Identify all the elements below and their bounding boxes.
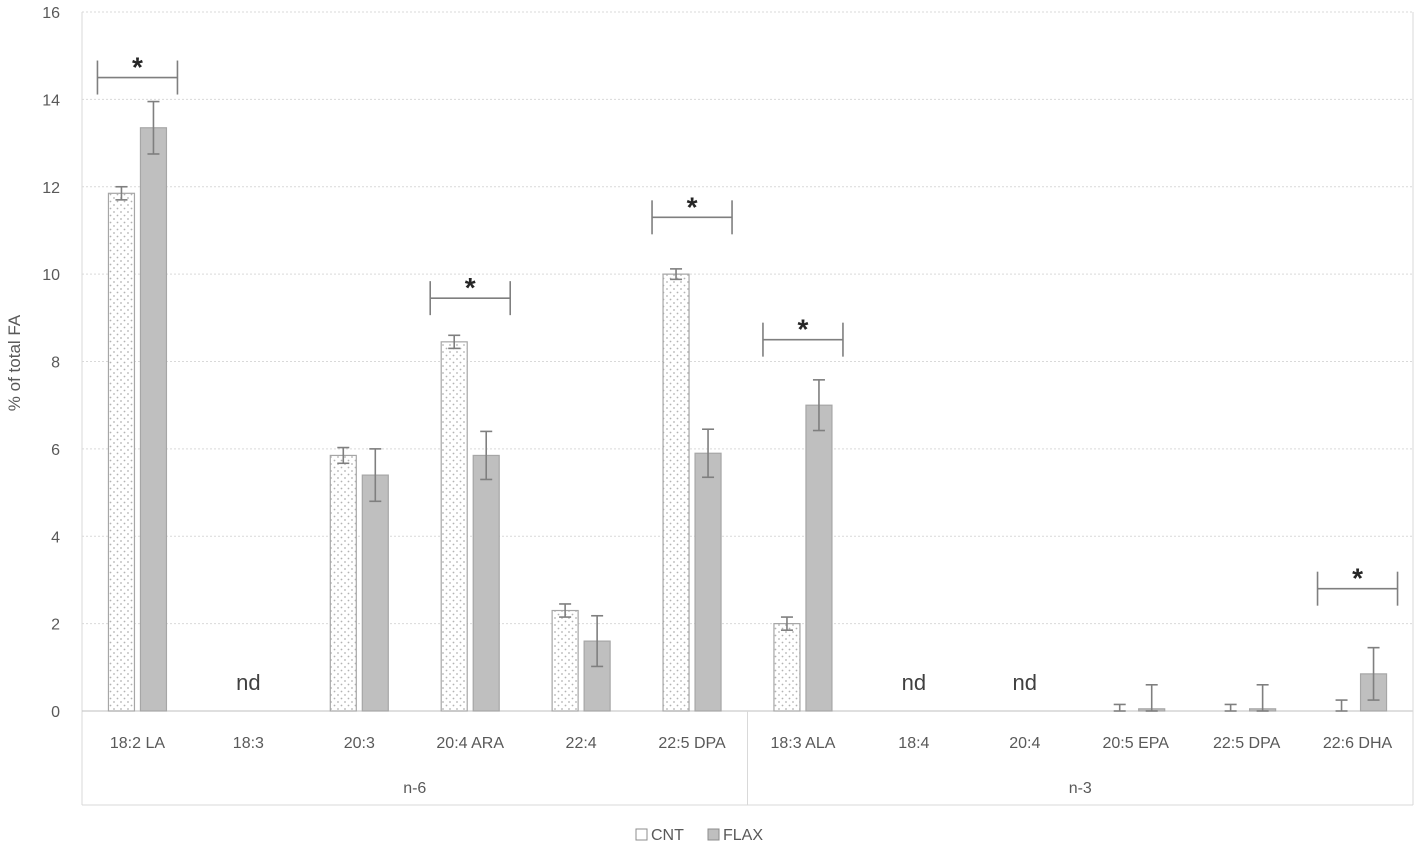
- bar-cnt: [551, 609, 579, 712]
- nd-label: nd: [1013, 670, 1037, 695]
- legend-label-flax: FLAX: [723, 827, 763, 844]
- error-bars: [96, 60, 1399, 712]
- significance-star: *: [465, 272, 476, 303]
- y-tick-label: 16: [42, 5, 60, 22]
- legend-label-cnt: CNT: [651, 827, 684, 844]
- nd-label: nd: [236, 670, 260, 695]
- legend-swatch-flax: [707, 828, 720, 841]
- y-tick-label: 14: [42, 92, 60, 109]
- bar-flax: [805, 404, 833, 712]
- y-tick-label: 2: [51, 617, 60, 634]
- significance-star: *: [1352, 563, 1363, 594]
- bar-cnt: [107, 192, 136, 712]
- bar-flax: [139, 127, 168, 712]
- nd-label: nd: [902, 670, 926, 695]
- labels: 0 2 4 6 8 10 12 14 16 n-6 n-3 18:2 LA 18:3 20:3 20:4 A…: [42, 5, 1392, 797]
- y-tick-label: 10: [42, 267, 60, 284]
- gridlines: [82, 11, 1413, 625]
- significance-star: *: [132, 52, 143, 83]
- legend-swatch-cnt: [635, 828, 648, 841]
- significance-star: *: [798, 314, 809, 345]
- group-label: n-3: [1069, 780, 1092, 797]
- x-tick-label: 20:4: [1009, 735, 1040, 752]
- significance-star: *: [687, 191, 698, 222]
- group-label: n-6: [403, 780, 426, 797]
- bar-cnt: [329, 454, 357, 712]
- x-tick-label: 20:3: [344, 735, 375, 752]
- bars: [107, 127, 1388, 712]
- x-tick-label: 22:5 DPA: [1213, 735, 1281, 752]
- bar-flax: [694, 452, 722, 712]
- x-tick-label: 18:3 ALA: [770, 735, 835, 752]
- bar-cnt: [440, 341, 468, 712]
- x-tick-label: 20:4 ARA: [436, 735, 504, 752]
- x-tick-label: 22:4: [566, 735, 597, 752]
- bar-cnt: [662, 273, 690, 712]
- x-tick-label: 18:2 LA: [110, 735, 165, 752]
- x-tick-label: 22:5 DPA: [658, 735, 726, 752]
- bar-flax: [361, 474, 389, 712]
- y-tick-label: 4: [51, 529, 60, 546]
- x-tick-label: 22:6 DHA: [1323, 735, 1393, 752]
- y-axis-label: % of total FA: [5, 314, 24, 411]
- y-tick-label: 6: [51, 442, 60, 459]
- legend: CNT FLAX: [635, 827, 763, 844]
- bar-flax: [583, 640, 611, 712]
- y-tick-label: 12: [42, 180, 60, 197]
- bar-flax: [472, 454, 500, 712]
- y-tick-label: 8: [51, 355, 60, 372]
- bar-cnt: [773, 623, 801, 712]
- y-tick-label: 0: [51, 704, 60, 721]
- axes: [81, 12, 1414, 806]
- x-tick-label: 20:5 EPA: [1102, 735, 1169, 752]
- x-tick-label: 18:4: [898, 735, 929, 752]
- x-tick-label: 18:3: [233, 735, 264, 752]
